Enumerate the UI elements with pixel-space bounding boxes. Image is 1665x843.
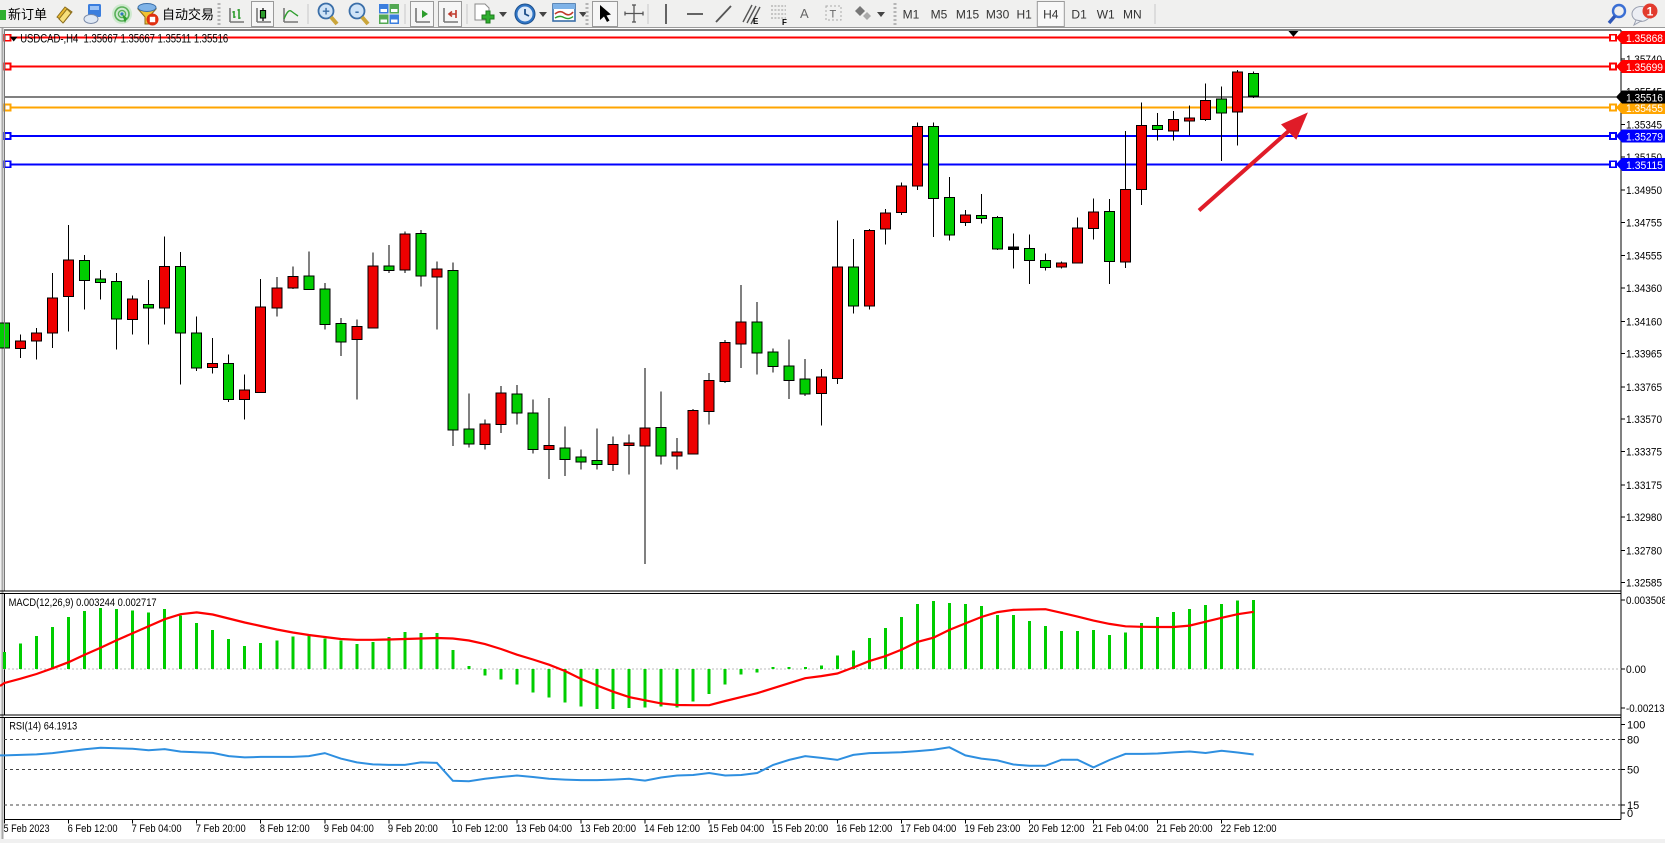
svg-text:21 Feb 04:00: 21 Feb 04:00: [1093, 823, 1149, 835]
svg-text:E: E: [753, 17, 759, 26]
svg-text:1.34360: 1.34360: [1626, 283, 1662, 295]
svg-text:M30: M30: [986, 8, 1010, 22]
svg-text:新订单: 新订单: [8, 7, 47, 22]
svg-text:1.33570: 1.33570: [1626, 414, 1662, 426]
svg-text:自动交易: 自动交易: [162, 7, 214, 22]
svg-text:W1: W1: [1097, 8, 1115, 22]
svg-text:M1: M1: [903, 8, 920, 22]
svg-text:+: +: [322, 4, 330, 19]
svg-text:1.33965: 1.33965: [1626, 349, 1662, 361]
svg-text:100: 100: [1627, 719, 1645, 731]
svg-text:1.35115: 1.35115: [1626, 160, 1663, 172]
svg-text:7 Feb 04:00: 7 Feb 04:00: [132, 823, 182, 835]
svg-text:1: 1: [1647, 5, 1654, 19]
svg-text:1.35516: 1.35516: [1626, 93, 1663, 105]
svg-text:13 Feb 04:00: 13 Feb 04:00: [516, 823, 572, 835]
svg-text:D1: D1: [1071, 8, 1087, 22]
svg-text:9 Feb 04:00: 9 Feb 04:00: [324, 823, 374, 835]
svg-text:1.33375: 1.33375: [1626, 447, 1662, 459]
svg-text:RSI(14) 64.1913: RSI(14) 64.1913: [9, 721, 77, 733]
svg-text:8 Feb 12:00: 8 Feb 12:00: [260, 823, 310, 835]
svg-text:1.35345: 1.35345: [1626, 120, 1662, 132]
svg-text:H1: H1: [1017, 8, 1033, 22]
svg-text:13 Feb 20:00: 13 Feb 20:00: [580, 823, 636, 835]
svg-text:MN: MN: [1123, 8, 1142, 22]
svg-text:1.33765: 1.33765: [1626, 382, 1662, 394]
svg-text:20 Feb 12:00: 20 Feb 12:00: [1029, 823, 1085, 835]
svg-text:80: 80: [1627, 734, 1639, 746]
svg-text:0: 0: [1627, 808, 1633, 820]
svg-text:7 Feb 20:00: 7 Feb 20:00: [196, 823, 246, 835]
svg-text:1.34160: 1.34160: [1626, 316, 1662, 328]
svg-text:14 Feb 12:00: 14 Feb 12:00: [644, 823, 700, 835]
svg-text:1.35699: 1.35699: [1626, 62, 1663, 74]
svg-text:-0.002138: -0.002138: [1626, 703, 1665, 715]
svg-text:M15: M15: [956, 8, 980, 22]
svg-text:M5: M5: [931, 8, 948, 22]
svg-text:1.35455: 1.35455: [1626, 103, 1663, 115]
svg-text:1.32980: 1.32980: [1626, 512, 1662, 524]
svg-text:1.35279: 1.35279: [1626, 132, 1663, 144]
svg-text:1.35868: 1.35868: [1626, 33, 1663, 45]
svg-text:10 Feb 12:00: 10 Feb 12:00: [452, 823, 508, 835]
svg-text:9 Feb 20:00: 9 Feb 20:00: [388, 823, 438, 835]
svg-text:1.34555: 1.34555: [1626, 251, 1662, 263]
svg-text:1.32780: 1.32780: [1626, 545, 1662, 557]
svg-text:16 Feb 12:00: 16 Feb 12:00: [836, 823, 892, 835]
svg-text:MACD(12,26,9) 0.003244 0.00271: MACD(12,26,9) 0.003244 0.002717: [9, 597, 157, 609]
svg-text:T: T: [830, 9, 837, 21]
svg-text:0.00: 0.00: [1626, 664, 1646, 676]
svg-text:1.32585: 1.32585: [1626, 578, 1662, 590]
svg-text:15 Feb 04:00: 15 Feb 04:00: [708, 823, 764, 835]
svg-text:50: 50: [1627, 765, 1639, 777]
svg-text:-: -: [355, 4, 359, 19]
svg-text:0.003508: 0.003508: [1626, 595, 1665, 607]
svg-text:17 Feb 04:00: 17 Feb 04:00: [900, 823, 956, 835]
svg-text:1.33175: 1.33175: [1626, 480, 1662, 492]
svg-text:15: 15: [1627, 800, 1639, 812]
svg-text:H4: H4: [1043, 8, 1059, 22]
svg-text:21 Feb 20:00: 21 Feb 20:00: [1157, 823, 1213, 835]
svg-text:F: F: [782, 18, 787, 27]
svg-text:A: A: [800, 6, 809, 21]
svg-text:USDCAD-,H4 1.35667 1.35667 1.: USDCAD-,H4 1.35667 1.35667 1.35511 1.355…: [20, 34, 228, 46]
svg-text:6 Feb 12:00: 6 Feb 12:00: [68, 823, 118, 835]
svg-text:19 Feb 23:00: 19 Feb 23:00: [964, 823, 1020, 835]
svg-text:22 Feb 12:00: 22 Feb 12:00: [1221, 823, 1277, 835]
svg-text:1.34950: 1.34950: [1626, 185, 1662, 197]
svg-text:15 Feb 20:00: 15 Feb 20:00: [772, 823, 828, 835]
svg-text:1.34755: 1.34755: [1626, 218, 1662, 230]
svg-text:5 Feb 2023: 5 Feb 2023: [4, 823, 50, 835]
